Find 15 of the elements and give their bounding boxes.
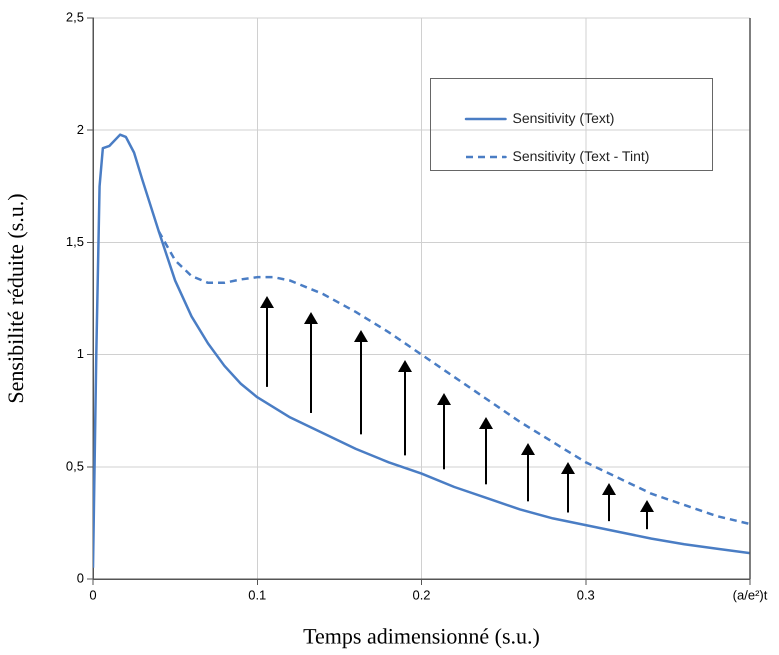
legend-label: Sensitivity (Text) (512, 110, 614, 126)
y-tick-label: 0 (76, 570, 84, 586)
x-tick-label: 0.3 (576, 587, 595, 602)
x-tick-label: 0.2 (412, 587, 431, 602)
legend-label: Sensitivity (Text - Tint) (512, 148, 650, 164)
x-axis-title: Temps adimensionné (s.u.) (303, 624, 540, 649)
y-tick-label: 1 (76, 346, 84, 362)
y-tick-label: 1,5 (66, 234, 84, 249)
x-tick-label: 0 (89, 587, 97, 602)
y-tick-label: 0,5 (66, 458, 84, 474)
y-tick-label: 2 (76, 122, 84, 137)
y-axis-title: Sensibilité réduite (s.u.) (2, 193, 28, 404)
x-tick-label: (a/e²)t (732, 587, 768, 602)
y-tick-label: 2,5 (66, 10, 84, 25)
x-tick-label: 0.1 (248, 587, 266, 602)
